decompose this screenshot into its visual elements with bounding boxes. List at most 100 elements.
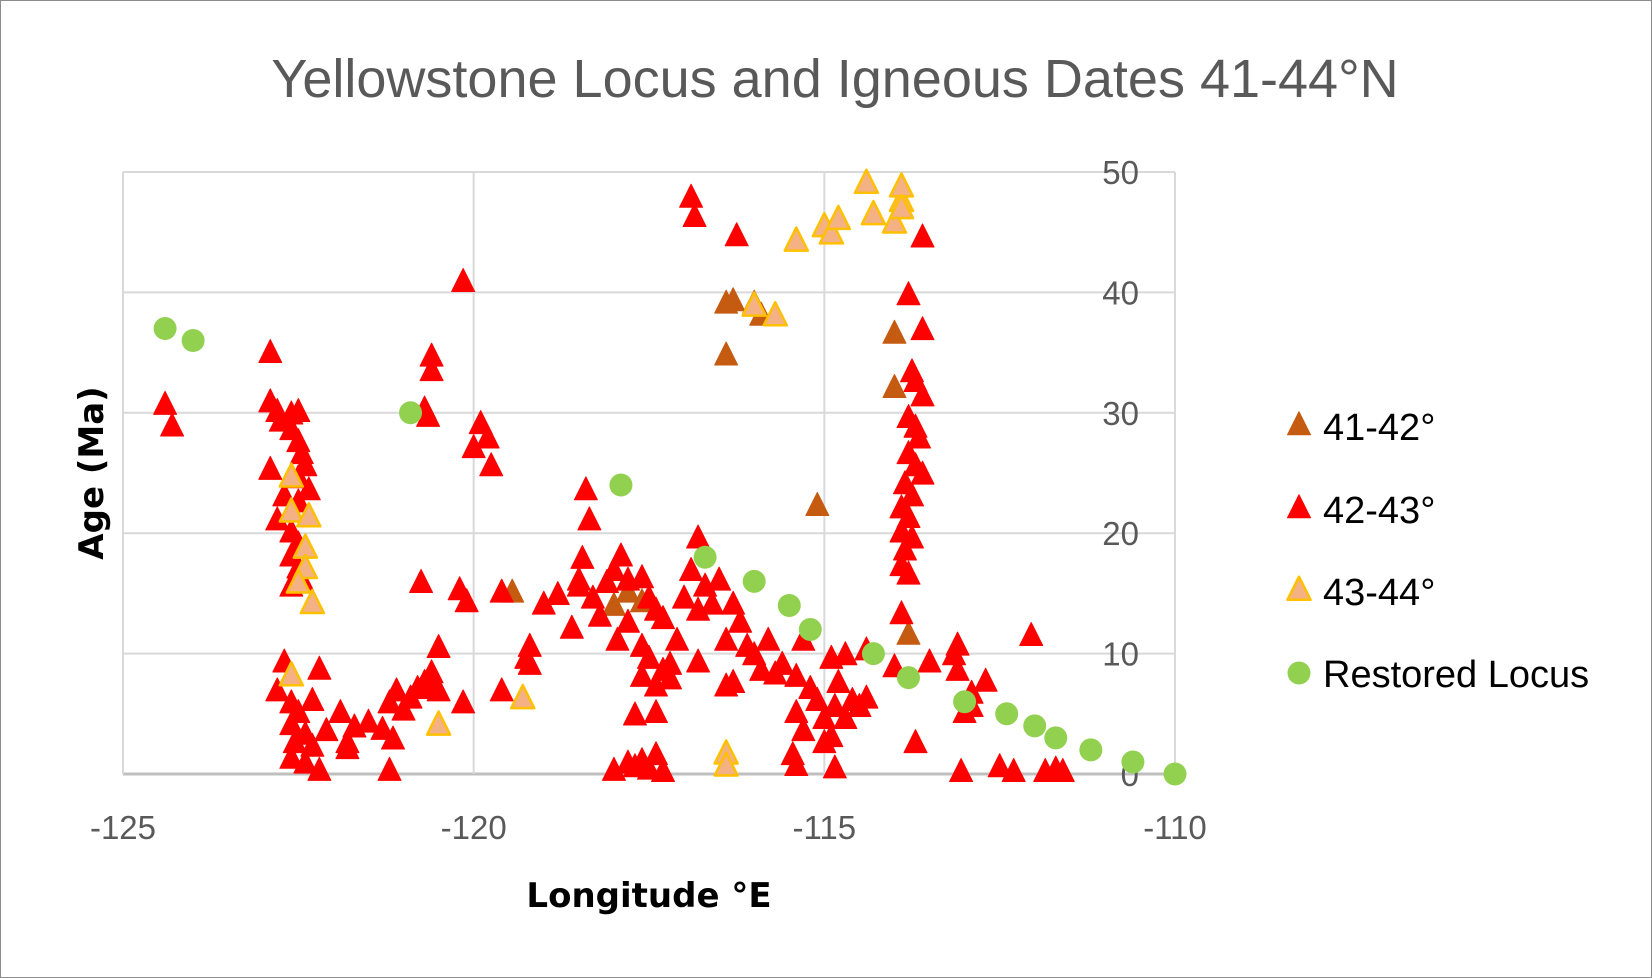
point-restored-locus bbox=[742, 569, 766, 593]
point-42-43 bbox=[454, 588, 479, 613]
point-42-43 bbox=[833, 641, 858, 666]
x-tick-label: -125 bbox=[90, 809, 156, 846]
point-41-42 bbox=[882, 319, 907, 344]
x-axis-title: Longitude °E bbox=[526, 876, 771, 916]
point-42-43 bbox=[377, 689, 402, 714]
point-42-43 bbox=[728, 608, 753, 633]
legend-marker-41-42 bbox=[1287, 411, 1311, 436]
point-42-43 bbox=[409, 569, 434, 594]
point-42-43 bbox=[381, 725, 406, 750]
point-42-43 bbox=[784, 699, 809, 724]
legend-marker-restored-locus bbox=[1287, 661, 1311, 685]
point-42-43 bbox=[949, 758, 974, 783]
point-restored-locus bbox=[861, 642, 885, 666]
point-42-43 bbox=[791, 717, 816, 742]
point-42-43 bbox=[451, 268, 476, 293]
point-42-43 bbox=[153, 390, 178, 415]
point-restored-locus bbox=[1121, 750, 1145, 774]
point-42-43 bbox=[896, 560, 921, 585]
point-42-43 bbox=[279, 744, 304, 769]
point-42-43 bbox=[370, 715, 395, 740]
point-41-42 bbox=[721, 287, 746, 312]
point-42-43 bbox=[265, 677, 290, 702]
point-42-43 bbox=[707, 566, 732, 591]
point-42-43 bbox=[833, 705, 858, 730]
point-42-43 bbox=[637, 644, 661, 669]
point-42-43 bbox=[672, 584, 697, 609]
point-42-43 bbox=[384, 677, 409, 702]
point-42-43 bbox=[651, 758, 676, 783]
point-42-43 bbox=[605, 626, 630, 651]
point-42-43 bbox=[335, 735, 360, 760]
legend-label-41-42: 41-42° bbox=[1323, 407, 1435, 449]
point-42-43 bbox=[1019, 621, 1044, 646]
point-42-43 bbox=[608, 542, 633, 567]
point-42-43 bbox=[545, 581, 570, 606]
point-42-43 bbox=[601, 556, 626, 581]
point-restored-locus bbox=[609, 473, 633, 497]
point-42-43 bbox=[426, 634, 451, 659]
point-42-43 bbox=[644, 741, 669, 766]
point-42-43 bbox=[629, 564, 654, 589]
point-42-43 bbox=[475, 424, 500, 449]
point-42-43 bbox=[570, 544, 595, 569]
point-42-43 bbox=[391, 696, 416, 721]
point-43-44 bbox=[425, 710, 452, 736]
point-42-43 bbox=[258, 339, 283, 364]
point-42-43 bbox=[756, 626, 781, 651]
y-tick-label: 40 bbox=[1102, 274, 1139, 311]
point-42-43 bbox=[479, 452, 504, 477]
legend-label-43-44: 43-44° bbox=[1323, 572, 1435, 614]
point-43-44 bbox=[299, 588, 326, 615]
point-43-44 bbox=[278, 660, 305, 687]
point-42-43 bbox=[307, 655, 332, 680]
point-42-43 bbox=[665, 626, 690, 651]
point-42-43 bbox=[822, 754, 847, 779]
legend: 41-42° 42-43° 43-44° Restored Locus bbox=[1286, 407, 1589, 696]
point-42-43 bbox=[812, 729, 837, 754]
point-43-44 bbox=[860, 199, 887, 226]
point-42-43 bbox=[714, 672, 739, 697]
point-42-43 bbox=[682, 202, 707, 227]
point-42-43 bbox=[573, 476, 598, 501]
point-42-43 bbox=[763, 660, 788, 685]
point-42-43 bbox=[489, 677, 514, 702]
point-42-43 bbox=[300, 732, 325, 757]
point-42-43 bbox=[307, 756, 332, 781]
point-42-43 bbox=[896, 281, 921, 306]
point-42-43 bbox=[903, 729, 928, 754]
point-restored-locus bbox=[1079, 738, 1103, 762]
point-42-43 bbox=[721, 590, 746, 615]
point-42-43 bbox=[784, 752, 809, 777]
point-42-43 bbox=[314, 717, 339, 742]
point-42-43 bbox=[300, 687, 325, 711]
point-42-43 bbox=[160, 412, 185, 437]
x-tick-label: -120 bbox=[441, 809, 507, 846]
point-42-43 bbox=[910, 382, 935, 407]
point-42-43 bbox=[629, 662, 654, 687]
point-42-43 bbox=[945, 656, 970, 681]
point-43-44 bbox=[278, 462, 305, 488]
point-42-43 bbox=[651, 605, 676, 630]
legend-label-42-43: 42-43° bbox=[1323, 490, 1435, 532]
point-43-44 bbox=[818, 219, 845, 245]
point-43-44 bbox=[278, 497, 305, 523]
point-42-43 bbox=[889, 600, 914, 625]
point-restored-locus bbox=[1044, 726, 1068, 750]
point-42-43 bbox=[615, 749, 640, 774]
point-42-43 bbox=[1001, 758, 1026, 783]
point-restored-locus bbox=[399, 401, 423, 425]
point-42-43 bbox=[594, 569, 619, 594]
point-42-43 bbox=[377, 756, 402, 781]
point-42-43 bbox=[854, 684, 879, 709]
point-42-43 bbox=[686, 524, 711, 549]
point-42-43 bbox=[416, 402, 441, 427]
point-42-43 bbox=[907, 424, 932, 449]
point-42-43 bbox=[559, 614, 584, 639]
point-restored-locus bbox=[693, 545, 717, 569]
point-42-43 bbox=[910, 316, 935, 341]
point-42-43 bbox=[910, 223, 935, 248]
point-restored-locus bbox=[153, 317, 177, 341]
point-42-43 bbox=[973, 667, 998, 692]
